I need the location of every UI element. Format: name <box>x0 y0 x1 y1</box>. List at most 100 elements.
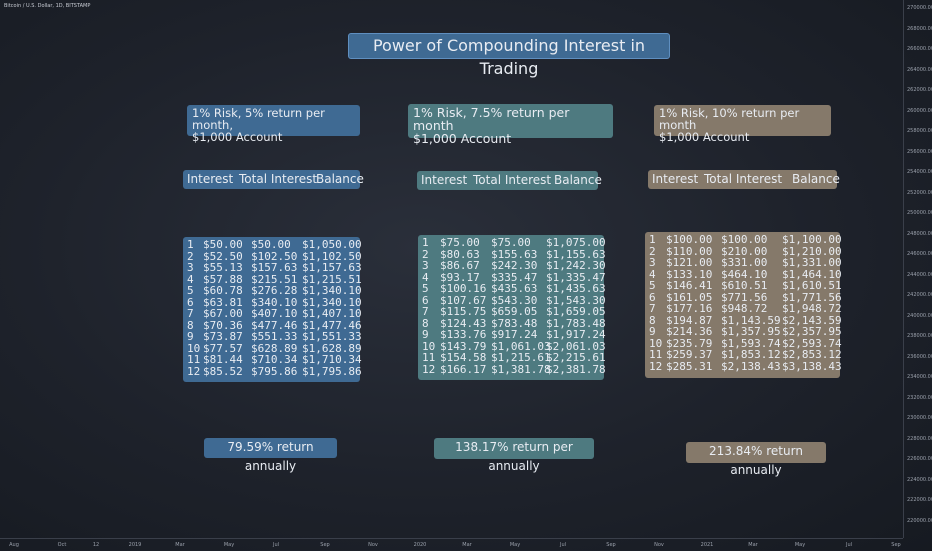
balance-cell: $1,102.50 <box>302 249 362 263</box>
time-axis-tick: Jul <box>272 542 280 548</box>
table-row: 12 $166.17 $1,381.78 $2,381.78 <box>418 362 606 376</box>
chart-title: Power of Compounding Interest in Trading <box>348 33 670 78</box>
column-header-balance: Balance <box>554 173 602 187</box>
scenario-1-header-line2: $1,000 Account <box>192 130 283 145</box>
total-interest-cell: $551.33 <box>251 330 298 343</box>
balance-cell: $2,061.03 <box>546 339 606 353</box>
price-axis-tick: 224000.00 <box>907 476 932 483</box>
price-axis-tick: 264000.00 <box>907 66 932 73</box>
table-row: 12 $285.31 $2,138.43 $3,138.43 <box>645 359 842 373</box>
total-interest-cell: $242.30 <box>491 259 538 272</box>
table-row: 8 $70.36 $477.46 $1,477.46 <box>183 318 362 332</box>
price-axis-tick: 260000.00 <box>907 107 932 114</box>
balance-cell: $1,710.34 <box>302 353 362 366</box>
table-row: 9 $214.36 $1,357.95 $2,357.95 <box>645 325 842 338</box>
price-axis-tick: 230000.00 <box>907 415 932 421</box>
scenario-1-table: 1 $50.00 $50.00 $1,050.00 2 $52.50 $102.50 $1,1… <box>183 237 362 382</box>
price-axis[interactable]: 270000.00 268000.00 266000.00 264000.00 2620… <box>903 0 932 538</box>
total-interest-cell: $610.51 <box>721 279 768 292</box>
time-axis-tick: May <box>794 542 806 548</box>
balance-cell: $1,335.47 <box>546 270 606 284</box>
table-row: 7 $67.00 $407.10 $1,407.10 <box>183 307 362 320</box>
balance-cell: $1,659.05 <box>546 305 606 318</box>
month-cell: 11 <box>187 353 201 366</box>
balance-cell: $2,215.61 <box>546 351 606 364</box>
balance-cell: $1,771.56 <box>782 290 842 304</box>
price-axis-tick: 262000.00 <box>907 87 932 93</box>
interest-cell: $154.58 <box>440 351 487 364</box>
total-interest-cell: $948.72 <box>721 302 768 315</box>
balance-cell: $1,340.10 <box>302 284 362 297</box>
interest-cell: $121.00 <box>666 256 713 269</box>
interest-cell: $235.79 <box>666 336 713 350</box>
balance-cell: $1,795.86 <box>302 364 362 378</box>
month-cell: 6 <box>422 293 429 307</box>
month-cell: 7 <box>187 307 194 320</box>
month-cell: 2 <box>422 247 429 261</box>
time-axis-tick: May <box>223 542 235 548</box>
balance-cell: $1,075.00 <box>546 236 606 249</box>
total-interest-cell: $2,138.43 <box>721 359 781 373</box>
month-cell: 2 <box>649 244 656 258</box>
month-cell: 9 <box>422 328 429 341</box>
month-cell: 6 <box>187 295 194 309</box>
total-interest-cell: $1,143.59 <box>721 313 781 327</box>
time-axis[interactable]: Aug Oct 12 2019 Mar May Jul Sep Nov 2020 Mar May Jul… <box>0 538 903 551</box>
scenario-2-annual-return: 138.17% return per annually <box>434 438 594 473</box>
month-cell: 8 <box>187 318 194 332</box>
balance-cell: $3,138.43 <box>782 359 842 373</box>
month-cell: 4 <box>649 267 656 281</box>
month-cell: 9 <box>187 330 194 343</box>
scenario-3-column-headers: Interest Total Interest Balance <box>648 170 840 189</box>
total-interest-cell: $659.05 <box>491 305 538 318</box>
month-cell: 6 <box>649 290 656 304</box>
balance-cell: $2,143.59 <box>782 313 842 327</box>
column-header-interest: Interest <box>187 172 234 186</box>
time-axis-tick: Aug <box>9 542 19 548</box>
table-row: 5 $60.78 $276.28 $1,340.10 <box>183 284 362 297</box>
time-axis-tick: Mar <box>175 542 185 548</box>
month-cell: 9 <box>649 325 656 338</box>
column-header-total-interest: Total Interest <box>473 173 552 187</box>
month-cell: 5 <box>187 284 194 297</box>
price-axis-tick: 252000.00 <box>907 189 932 196</box>
total-interest-cell: $1,853.12 <box>721 348 781 361</box>
table-row: 1 $50.00 $50.00 $1,050.00 <box>183 239 362 251</box>
time-axis-tick: 2019 <box>128 542 142 548</box>
month-cell: 7 <box>422 305 429 318</box>
scenario-3-header-line2: $1,000 Account <box>659 130 750 145</box>
interest-cell: $115.75 <box>440 305 487 318</box>
total-interest-cell: $1,215.61 <box>491 351 551 364</box>
price-axis-tick: 226000.00 <box>907 456 932 462</box>
table-row: 2 $110.00 $210.00 $1,210.00 <box>645 244 842 258</box>
interest-cell: $194.87 <box>666 313 713 327</box>
price-axis-tick: 234000.00 <box>907 374 932 380</box>
price-axis-tick: 238000.00 <box>907 333 932 339</box>
time-axis-tick: May <box>509 542 521 548</box>
interest-cell: $110.00 <box>666 244 713 258</box>
interest-cell: $166.17 <box>440 362 487 376</box>
interest-cell: $55.13 <box>203 261 243 274</box>
time-axis-tick: Sep <box>606 542 616 548</box>
interest-cell: $73.87 <box>203 330 243 343</box>
interest-cell: $143.79 <box>440 339 487 353</box>
month-cell: 8 <box>649 313 656 327</box>
balance-cell: $2,357.95 <box>782 325 842 338</box>
total-interest-cell: $276.28 <box>251 284 298 297</box>
month-cell: 4 <box>187 272 194 286</box>
price-axis-tick: 254000.00 <box>907 169 932 175</box>
time-axis-tick: Oct <box>57 542 67 548</box>
scenario-2-header-line2: $1,000 Account <box>413 131 512 147</box>
interest-cell: $214.36 <box>666 325 713 338</box>
table-row: 5 $100.16 $435.63 $1,435.63 <box>418 283 606 295</box>
interest-cell: $60.78 <box>203 284 243 297</box>
total-interest-cell: $155.63 <box>491 247 538 261</box>
table-row: 3 $121.00 $331.00 $1,331.00 <box>645 256 842 269</box>
table-row: 6 $107.67 $543.30 $1,543.30 <box>418 293 606 307</box>
price-axis-tick: 270000.00 <box>907 5 932 11</box>
balance-cell: $1,340.10 <box>302 295 362 309</box>
table-row: 1 $100.00 $100.00 $1,100.00 <box>645 234 842 246</box>
month-cell: 10 <box>422 339 436 353</box>
month-cell: 8 <box>422 316 429 330</box>
balance-cell: $2,853.12 <box>782 348 842 361</box>
